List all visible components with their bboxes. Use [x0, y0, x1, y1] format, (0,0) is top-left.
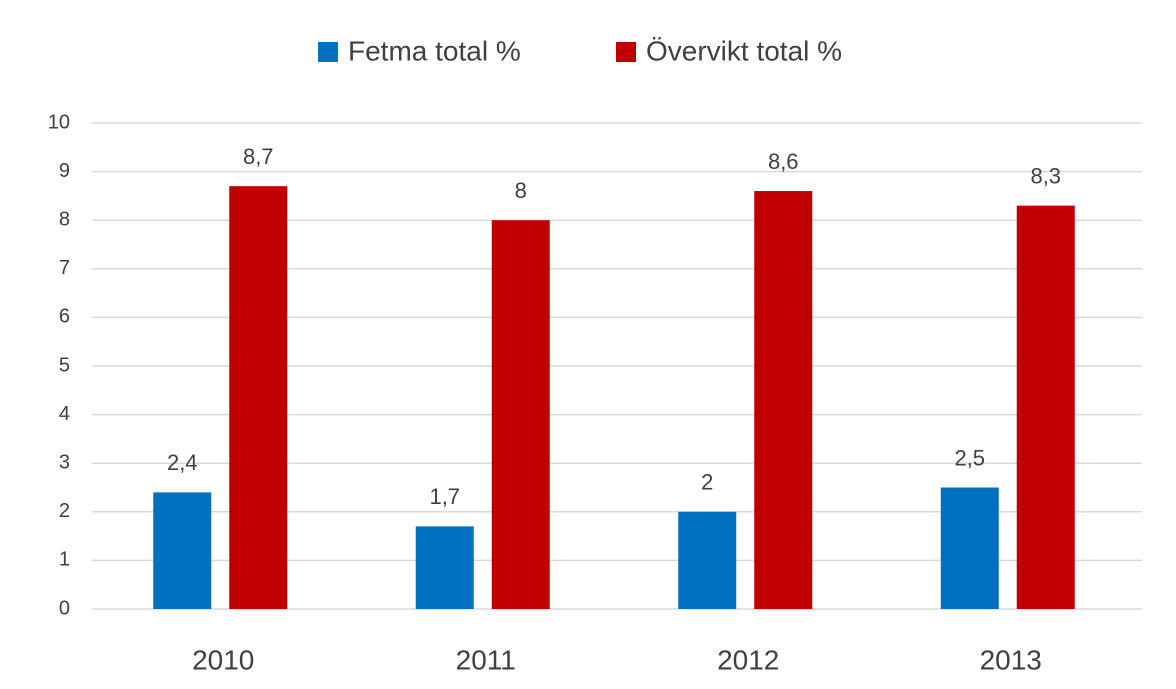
data-label: 8,6 [768, 149, 799, 174]
x-tick-label: 2010 [192, 644, 254, 675]
y-tick-label: 7 [59, 257, 70, 279]
bar [229, 186, 288, 609]
data-label: 2,5 [954, 445, 985, 470]
y-tick-label: 8 [59, 208, 70, 230]
bar [415, 526, 474, 609]
bar [754, 191, 813, 610]
x-tick-label: 2011 [456, 644, 516, 675]
bar [153, 492, 212, 609]
y-tick-label: 1 [59, 549, 70, 571]
data-label: 1,7 [429, 484, 460, 509]
legend-label: Fetma total % [348, 35, 521, 66]
data-label: 8,7 [243, 144, 274, 169]
y-tick-label: 10 [48, 111, 70, 133]
data-label: 2,4 [167, 450, 198, 475]
bar [491, 220, 550, 609]
bar [940, 487, 999, 609]
legend-swatch [318, 42, 338, 62]
y-tick-label: 5 [59, 354, 70, 376]
y-tick-label: 0 [59, 597, 70, 619]
data-label: 8 [515, 178, 527, 203]
y-tick-label: 9 [59, 160, 70, 182]
data-label: 2 [701, 470, 713, 495]
data-label: 8,3 [1030, 163, 1061, 188]
legend-label: Övervikt total % [646, 35, 842, 66]
bar [1016, 205, 1075, 609]
y-tick-label: 4 [59, 403, 70, 425]
y-tick-label: 6 [59, 306, 70, 328]
y-tick-label: 3 [59, 451, 70, 473]
bar [678, 511, 737, 609]
x-tick-label: 2013 [980, 644, 1042, 675]
x-tick-label: 2012 [717, 644, 779, 675]
legend-swatch [616, 42, 636, 62]
y-tick-label: 2 [59, 500, 70, 522]
